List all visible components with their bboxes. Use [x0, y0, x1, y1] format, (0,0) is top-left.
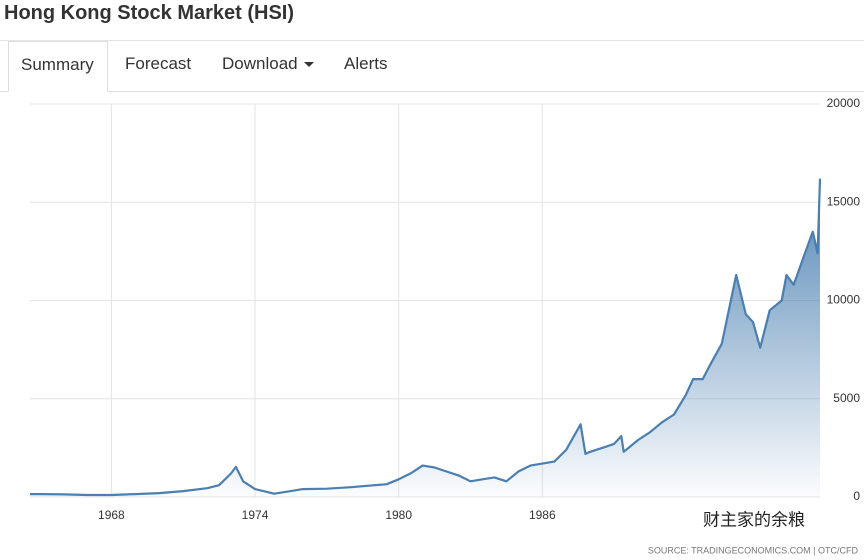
- source: SOURCE: TRADINGECONOMICS.COM | OTC/CFD: [648, 545, 859, 555]
- x-tick-label: 1968: [98, 508, 125, 522]
- area-fill: [30, 178, 820, 497]
- y-tick-label: 15000: [827, 194, 861, 208]
- tab-label: Summary: [21, 55, 94, 74]
- tab[interactable]: Download: [210, 41, 326, 91]
- tab[interactable]: Alerts: [332, 41, 399, 91]
- line: [30, 178, 822, 497]
- watermark: 财主家的余粮: [703, 510, 805, 529]
- tab-bar: Summary Forecast Download Alerts: [0, 40, 864, 92]
- tab-label: Forecast: [125, 54, 192, 73]
- tab-label: Alerts: [344, 54, 388, 73]
- page-title: Hong Kong Stock Market (HSI): [4, 2, 295, 24]
- tab[interactable]: Forecast: [113, 41, 203, 91]
- tab[interactable]: Summary: [8, 41, 108, 92]
- y-tick-label: 20000: [827, 96, 861, 110]
- y-tick-label: 0: [853, 489, 860, 503]
- tab-label: Download: [222, 54, 298, 73]
- x-tick-label: 1986: [529, 508, 556, 522]
- x-tick-label: 1974: [242, 508, 269, 522]
- x-tick-label: 1980: [385, 508, 412, 522]
- caret: [303, 62, 314, 68]
- y-tick-label: 10000: [827, 293, 861, 307]
- y-tick-label: 5000: [833, 391, 860, 405]
